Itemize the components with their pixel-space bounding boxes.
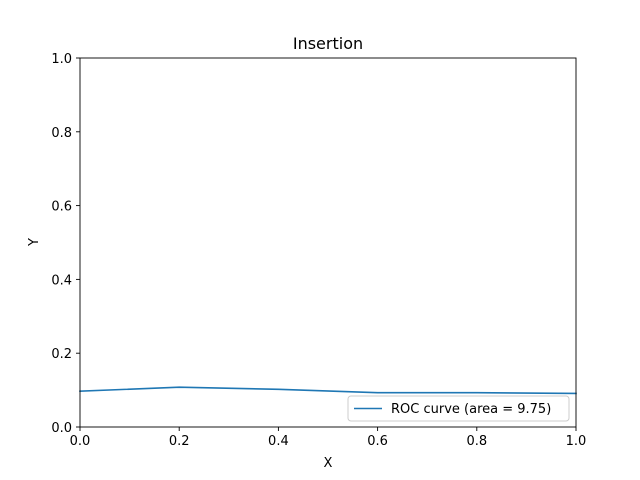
x-tick-label: 0.4	[268, 434, 289, 449]
axes-frame	[79, 57, 577, 428]
series-line-0	[79, 386, 577, 395]
x-tick-label: 0.8	[466, 434, 487, 449]
y-tick-label: 0.6	[51, 200, 72, 215]
x-tick-label: 0.6	[367, 434, 388, 449]
legend-label: ROC curve (area = 9.75)	[391, 402, 551, 417]
y-tick-label: 1.0	[51, 52, 72, 67]
legend-box	[347, 395, 570, 422]
chart-title: Insertion	[293, 34, 363, 53]
y-tick-label: 0.2	[51, 347, 72, 362]
x-axis-label: X	[324, 456, 333, 471]
x-tick-label: 1.0	[566, 434, 587, 449]
plot-area: 0.0 0.2 0.4 0.6 0.8 1.0 0.0 0.2 0.4 0.6 0.8 1.0 ROC …	[51, 52, 586, 449]
y-axis-label: Y	[27, 238, 42, 247]
x-tick-label: 0.0	[70, 434, 91, 449]
y-tick-label: 0.0	[51, 421, 72, 436]
y-tick-label: 0.4	[51, 273, 72, 288]
x-tick-label: 0.2	[169, 434, 190, 449]
y-tick-label: 0.8	[51, 126, 72, 141]
